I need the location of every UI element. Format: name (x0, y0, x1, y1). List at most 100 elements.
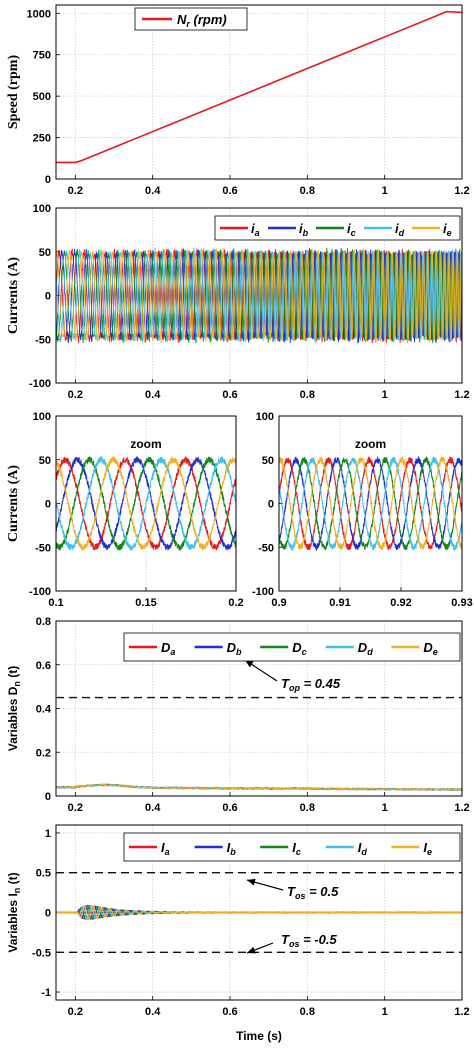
threshold-Tos-tail: = 0.5 (305, 884, 339, 899)
legend-label-Ia: Ia (161, 840, 170, 857)
trace-De (56, 783, 462, 791)
legend-label-main: I (292, 840, 296, 855)
currents-zoom-left-trace-4 (56, 456, 236, 551)
variables-I-xtick-label: 0.8 (300, 1006, 315, 1018)
variables-D-ylabel: Variables Dn (t) (6, 666, 22, 752)
variables-I-xtick-label: 0.6 (222, 1006, 237, 1018)
legend-label-sub: a (165, 847, 170, 857)
variables-D-ytick-label: 0.6 (36, 660, 51, 672)
variables-D-frame (55, 620, 463, 797)
legend-label-main: D (292, 640, 302, 655)
variables-I-ytick-label: 1 (45, 828, 51, 840)
legend-label-sub: e (433, 647, 438, 657)
speed-ytick-label: 500 (33, 91, 51, 103)
currents-full-ytick-label: 100 (33, 203, 51, 215)
legend-label-Db: Db (227, 640, 242, 657)
threshold-Tos-neg-arrow-head (247, 946, 256, 954)
variables-D-ytick-label: 0.2 (36, 747, 51, 759)
currents-full-xtick-label: 0.4 (145, 389, 161, 401)
speed-xtick-label: 1.2 (454, 185, 469, 197)
speed-xtick-label: 0.2 (68, 185, 83, 197)
legend-label-sub: d (367, 647, 373, 657)
threshold-Tos-label: Tos = 0.5 (287, 884, 339, 901)
legend-label-sub: b (230, 847, 236, 857)
currents-zoom-left-trace-3 (56, 456, 236, 551)
legend-label-main: D (161, 640, 171, 655)
trace-ie (56, 248, 462, 344)
variables-I-legend: Ia Ib Ic Id Ie (123, 832, 461, 862)
legend-label-sub: a (255, 228, 260, 238)
threshold-Top-label: Top = 0.45 (281, 676, 341, 693)
currents-full-xtick-label: 0.8 (300, 389, 315, 401)
speed-xtick-label: 0.8 (300, 185, 315, 197)
speed-xtick-label: 0.4 (145, 185, 161, 197)
legend-label-Dc: Dc (292, 640, 306, 657)
legend-label-ic: ic (347, 221, 356, 238)
currents-full-ytick-label: 50 (39, 247, 51, 259)
legend-label-sub: c (351, 228, 356, 238)
threshold-Top-arrow (244, 659, 278, 682)
legend-label-main: i (395, 221, 399, 236)
speed-ytick-label: 750 (33, 50, 51, 62)
speed-frame (55, 4, 463, 180)
variables-I-ytick-label: -1 (41, 987, 51, 999)
speed-ylabel: Speed (rpm) (6, 55, 21, 130)
speed-line (56, 10, 463, 164)
threshold-Tos-label: Tos = -0.5 (281, 932, 337, 949)
legend-label-ib: ib (299, 221, 309, 238)
legend-label-Id: Id (358, 840, 368, 857)
currents-zoom-right-xtick-label: 0.92 (390, 597, 411, 609)
legend-label-sub: c (302, 647, 307, 657)
currents-zoom-left-ytick-label: -100 (29, 586, 51, 598)
currents-full-xtick-label: 1.2 (454, 389, 469, 401)
currents-zoom-left-trace-1 (56, 456, 236, 551)
legend-label-main: D (358, 640, 368, 655)
currents-zoom-right-ytick-label: -50 (258, 542, 274, 554)
currents-zoom-left-ytick-label: 0 (45, 499, 51, 511)
legend-label-Ie: Ie (423, 840, 432, 857)
currents-zoom-right-xtick-label: 0.9 (271, 597, 286, 609)
threshold-Tos-pos-arrow-head (247, 878, 256, 886)
threshold-Tos-sub: os (289, 939, 300, 949)
variables-D-xtick-label: 0.6 (222, 802, 237, 814)
threshold-Top-arrow-head (245, 660, 254, 668)
legend-label-Ic: Ic (292, 840, 301, 857)
variables-D-ylabel-sub: n (12, 681, 22, 687)
currents-zoom-right-xtick-label: 0.93 (451, 597, 472, 609)
speed-xtick-label: 0.6 (222, 185, 237, 197)
time-xlabel: Time (s) (236, 1029, 282, 1043)
currents-legend: ia ib ic id ie (214, 215, 461, 241)
variables-D-ytick-label: 0 (45, 791, 51, 803)
legend-label-sub: b (303, 228, 309, 238)
currents-zoom-left-ytick-label: -50 (35, 542, 51, 554)
currents-zoom-left-xtick-label: 0.2 (228, 597, 243, 609)
currents-zoom-right-ytick-label: 50 (262, 455, 274, 467)
legend-label-Dd: Dd (358, 640, 373, 657)
legend-label-main: i (251, 221, 255, 236)
legend-label-Nr-sub: r (186, 19, 190, 29)
variables-D-ylabel-main: Variables D (6, 686, 20, 751)
currents-full-xtick-label: 0.6 (222, 389, 237, 401)
variables-I-xtick-label: 0.4 (145, 1006, 161, 1018)
legend-label-main: I (358, 840, 362, 855)
legend-label-main: i (299, 221, 303, 236)
currents-zoom-left-xtick-label: 0.15 (135, 597, 156, 609)
threshold-Top-sub: op (289, 683, 300, 693)
variables-I-ylabel-tail: (t) (6, 872, 20, 887)
variables-D-xtick-label: 1 (382, 802, 388, 814)
currents-zoom-left-annotation: zoom (130, 437, 161, 451)
legend-label-sub: a (170, 647, 175, 657)
legend-label-main: i (347, 221, 351, 236)
speed-xtick-label: 1 (382, 185, 388, 197)
threshold-Tos-main: T (287, 884, 296, 899)
currents-full-xtick-label: 1 (382, 389, 388, 401)
legend-label-sub: d (399, 228, 405, 238)
variables-D-xtick-label: 0.2 (68, 802, 83, 814)
threshold-Top-tail: = 0.45 (300, 676, 341, 691)
variables-D-xtick-label: 0.4 (145, 802, 161, 814)
currents-zoom-left-ytick-label: 50 (39, 455, 51, 467)
legend-label-sub: e (427, 847, 432, 857)
speed-legend-box (134, 7, 248, 31)
currents-full-xtick-label: 0.2 (68, 389, 83, 401)
legend-label-sub: c (296, 847, 301, 857)
